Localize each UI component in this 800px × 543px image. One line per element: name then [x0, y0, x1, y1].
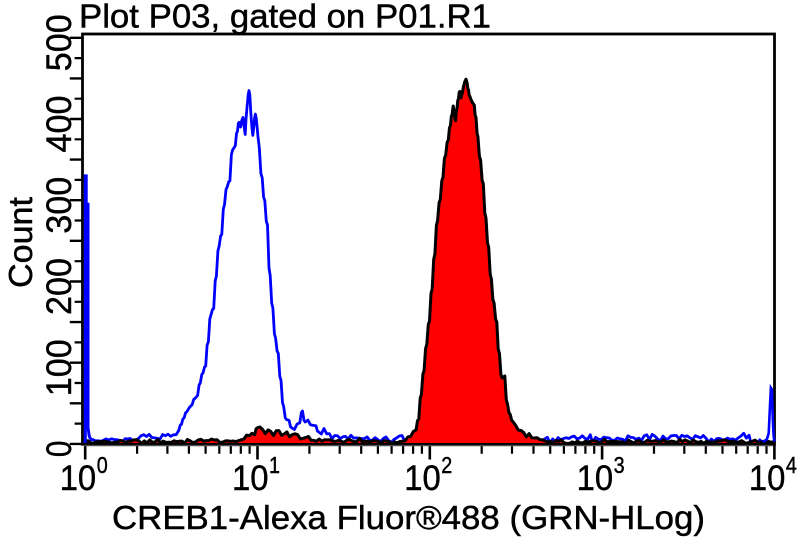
- svg-text:100: 100: [39, 339, 79, 396]
- svg-text:4: 4: [786, 452, 797, 478]
- svg-text:200: 200: [39, 258, 79, 315]
- svg-text:10: 10: [577, 458, 614, 498]
- svg-text:400: 400: [39, 96, 79, 153]
- svg-text:10: 10: [60, 458, 97, 498]
- svg-text:0: 0: [39, 441, 79, 458]
- svg-text:300: 300: [39, 177, 79, 234]
- svg-text:0: 0: [97, 452, 108, 478]
- svg-text:Count: Count: [3, 196, 40, 288]
- svg-text:2: 2: [441, 452, 452, 478]
- svg-text:10: 10: [404, 458, 441, 498]
- svg-text:1: 1: [269, 452, 280, 478]
- svg-text:10: 10: [232, 458, 269, 498]
- svg-text:Plot P03, gated on P01.R1: Plot P03, gated on P01.R1: [79, 0, 491, 35]
- svg-text:10: 10: [749, 458, 786, 498]
- svg-text:500: 500: [39, 14, 79, 71]
- svg-text:3: 3: [614, 452, 625, 478]
- svg-text:CREB1-Alexa Fluor®488 (GRN-HLo: CREB1-Alexa Fluor®488 (GRN-HLog): [112, 500, 705, 537]
